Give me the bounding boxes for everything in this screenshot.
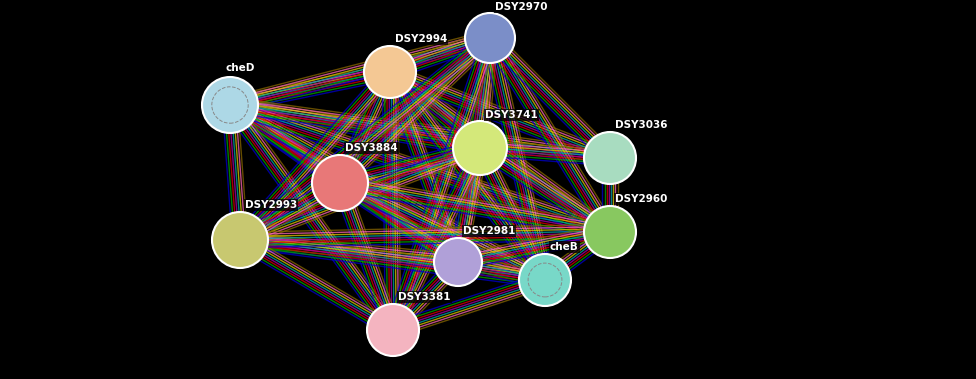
Text: DSY2993: DSY2993 <box>245 200 298 210</box>
Text: DSY3381: DSY3381 <box>398 292 451 302</box>
Circle shape <box>584 132 636 184</box>
Circle shape <box>202 77 258 133</box>
Circle shape <box>312 155 368 211</box>
Text: DSY2981: DSY2981 <box>463 226 515 236</box>
Text: DSY3741: DSY3741 <box>485 110 538 120</box>
Circle shape <box>465 13 515 63</box>
Text: DSY3884: DSY3884 <box>345 143 397 153</box>
Text: DSY3036: DSY3036 <box>615 120 668 130</box>
Text: cheD: cheD <box>225 63 255 73</box>
Text: DSY2960: DSY2960 <box>615 194 668 204</box>
Circle shape <box>364 46 416 98</box>
Circle shape <box>434 238 482 286</box>
Circle shape <box>212 212 268 268</box>
Text: DSY2994: DSY2994 <box>395 34 447 44</box>
Circle shape <box>519 254 571 306</box>
Circle shape <box>584 206 636 258</box>
Circle shape <box>453 121 507 175</box>
Circle shape <box>367 304 419 356</box>
Text: DSY2970: DSY2970 <box>495 2 548 12</box>
Text: cheB: cheB <box>550 242 579 252</box>
